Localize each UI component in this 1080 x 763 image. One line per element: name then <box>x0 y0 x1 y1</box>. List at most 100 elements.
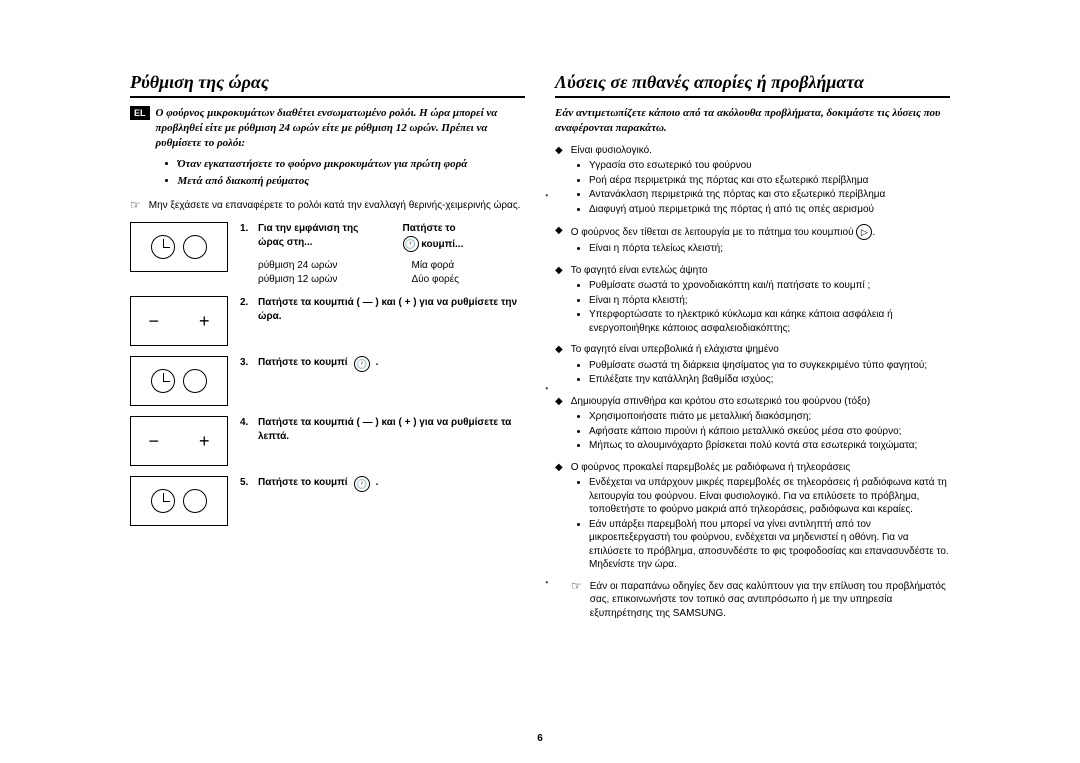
rule <box>130 96 525 98</box>
qa-sub: Αφήσατε κάποιο πιρούνι ή κάποιο μεταλλικ… <box>589 425 950 439</box>
qa-sub: Ενδέχεται να υπάρχουν μικρές παρεμβολές … <box>589 476 950 517</box>
step1-h2: Πατήστε το <box>403 222 526 236</box>
diamond-icon: ◆ <box>555 264 563 278</box>
knob-icon <box>183 489 207 513</box>
qa-subs: Χρησιμοποιήσατε πιάτο με μεταλλική διακό… <box>555 410 950 453</box>
qa-sub: Αντανάκλαση περιμετρικά της πόρτας και σ… <box>589 188 950 202</box>
step1-h1: Για την εμφάνιση της ώρας στη... <box>258 222 363 249</box>
diamond-icon: ◆ <box>555 461 563 475</box>
diamond-icon: ◆ <box>555 224 563 240</box>
note-text: Μην ξεχάσετε να επαναφέρετε το ρολόι κατ… <box>149 199 521 213</box>
qa-item: ◆ Το φαγητό είναι υπερβολικά ή ελάχιστα ψ… <box>555 343 950 357</box>
step4-body: Πατήστε τα κουμπιά ( — ) και ( + ) για ν… <box>258 416 525 443</box>
right-title: Λύσεις σε πιθανές απορίες ή προβλήματα <box>555 70 950 94</box>
knob-icon <box>183 235 207 259</box>
qa-sub: Ροή αέρα περιμετρικά της πόρτας και στο … <box>589 174 950 188</box>
page-number: 6 <box>537 732 543 746</box>
step3-text: 3.Πατήστε το κουμπί 🕐 . <box>240 356 525 376</box>
qa-sub: Διαφυγή ατμού περιμετρικά της πόρτας ή α… <box>589 203 950 217</box>
step1-text: 1. Για την εμφάνιση της ώρας στη... Πατή… <box>240 222 525 286</box>
qa-lead: Ο φούρνος προκαλεί παρεμβολές με ραδιόφω… <box>571 461 851 475</box>
left-column: Ρύθμιση της ώρας EL Ο φούρνος μικροκυμάτ… <box>130 70 525 620</box>
step-row: 3.Πατήστε το κουμπί 🕐 . <box>130 356 525 406</box>
qa-sub: Χρησιμοποιήσατε πιάτο με μεταλλική διακό… <box>589 410 950 424</box>
step-num: 5. <box>240 476 252 492</box>
step4-text: 4.Πατήστε τα κουμπιά ( — ) και ( + ) για… <box>240 416 525 447</box>
pointer-icon: ☞ <box>130 199 141 213</box>
right-body: ◆ Είναι φυσιολογικό. Υγρασία στο εσωτερικ… <box>555 144 950 621</box>
qa-sub: Είναι η πόρτα κλειστή; <box>589 294 950 308</box>
step-num: 4. <box>240 416 252 443</box>
diamond-icon: ◆ <box>555 395 563 409</box>
step-row: −+ 2.Πατήστε τα κουμπιά ( — ) και ( + ) … <box>130 296 525 346</box>
qa-lead: Είναι φυσιολογικό. <box>571 144 652 158</box>
plus-icon: + <box>199 309 210 333</box>
step-row: −+ 4.Πατήστε τα κουμπιά ( — ) και ( + ) … <box>130 416 525 466</box>
clock-small-icon: 🕐 <box>354 476 370 492</box>
qa-subs: Ενδέχεται να υπάρχουν μικρές παρεμβολές … <box>555 476 950 572</box>
step-num: 1. <box>240 222 252 249</box>
plus-icon: + <box>199 429 210 453</box>
right-intro: Εάν αντιμετωπίζετε κάποιο από τα ακόλουθ… <box>555 106 950 136</box>
rule <box>555 96 950 98</box>
step1-h2b: κουμπί... <box>421 239 463 250</box>
left-title: Ρύθμιση της ώρας <box>130 70 525 94</box>
qa-sub: Είναι η πόρτα τελείως κλειστή; <box>589 242 950 256</box>
qa-item: ◆ Δημιουργία σπινθήρα και κρότου στο εσωτ… <box>555 395 950 409</box>
lang-tag: EL <box>130 106 150 120</box>
final-note: ☞ Εάν οι παραπάνω οδηγίες δεν σας καλύπτ… <box>555 580 950 621</box>
bullet: Όταν εγκαταστήσετε το φούρνο μικροκυμάτω… <box>178 157 525 172</box>
diamond-icon: ◆ <box>555 144 563 158</box>
intro-row: EL Ο φούρνος μικροκυμάτων διαθέτει ενσωμ… <box>130 106 525 194</box>
clock-icon <box>151 489 175 513</box>
step-num: 2. <box>240 296 252 323</box>
qa-sub: Υγρασία στο εσωτερικό του φούρνου <box>589 159 950 173</box>
qa-sub: Ρυθμίσατε σωστά τη διάρκεια ψησίματος γι… <box>589 359 950 373</box>
panel-clock <box>130 476 228 526</box>
panel-plusminus: −+ <box>130 296 228 346</box>
diamond-icon: ◆ <box>555 343 563 357</box>
step-row: 5.Πατήστε το κουμπί 🕐 . <box>130 476 525 526</box>
left-bullets: Όταν εγκαταστήσετε το φούρνο μικροκυμάτω… <box>156 157 525 189</box>
minus-icon: − <box>148 429 159 453</box>
panel-clock <box>130 356 228 406</box>
final-text: Εάν οι παραπάνω οδηγίες δεν σας καλύπτου… <box>590 580 950 621</box>
clock-icon <box>151 235 175 259</box>
r2b: Δύο φορές <box>412 274 460 285</box>
qa-lead: Το φαγητό είναι υπερβολικά ή ελάχιστα ψη… <box>571 343 779 357</box>
page: Ρύθμιση της ώρας EL Ο φούρνος μικροκυμάτ… <box>130 70 950 620</box>
qa-sub: Ρυθμίσατε σωστά το χρονοδιακόπτη και/ή π… <box>589 279 950 293</box>
qa-subs: Είναι η πόρτα τελείως κλειστή; <box>555 242 950 256</box>
start-icon: ▷ <box>856 224 872 240</box>
clock-icon <box>151 369 175 393</box>
qa-lead: Δημιουργία σπινθήρα και κρότου στο εσωτε… <box>571 395 871 409</box>
panel-plusminus: −+ <box>130 416 228 466</box>
step-num: 3. <box>240 356 252 372</box>
qa-sub: Μήπως το αλουμινόχαρτο βρίσκεται πολύ κο… <box>589 439 950 453</box>
qa-item: ◆ Το φαγητό είναι εντελώς άψητο <box>555 264 950 278</box>
step2-text: 2.Πατήστε τα κουμπιά ( — ) και ( + ) για… <box>240 296 525 327</box>
qa-sub: Επιλέξατε την κατάλληλη βαθμίδα ισχύος; <box>589 373 950 387</box>
qa-sub: Υπερφορτώσατε το ηλεκτρικό κύκλωμα και κ… <box>589 308 950 335</box>
clock-small-icon: 🕐 <box>403 236 419 252</box>
step5-text: 5.Πατήστε το κουμπί 🕐 . <box>240 476 525 496</box>
right-column: ••• Λύσεις σε πιθανές απορίες ή προβλήμα… <box>555 70 950 620</box>
r1a: ρύθμιση 24 ωρών <box>258 260 337 271</box>
knob-icon <box>183 369 207 393</box>
qa-lead: Το φαγητό είναι εντελώς άψητο <box>571 264 708 278</box>
minus-icon: − <box>148 309 159 333</box>
step2-body: Πατήστε τα κουμπιά ( — ) και ( + ) για ν… <box>258 296 525 323</box>
r1b: Μία φορά <box>412 260 455 271</box>
left-intro: Ο φούρνος μικροκυμάτων διαθέτει ενσωματω… <box>156 106 525 151</box>
note-row: ☞ Μην ξεχάσετε να επαναφέρετε το ρολόι κ… <box>130 199 525 213</box>
qa-sub: Εάν υπάρξει παρεμβολή που μπορεί να γίνε… <box>589 518 950 572</box>
step-row: 1. Για την εμφάνιση της ώρας στη... Πατή… <box>130 222 525 286</box>
step5-body: Πατήστε το κουμπί <box>258 476 348 492</box>
pointer-icon: ☞ <box>571 580 582 621</box>
bullet: Μετά από διακοπή ρεύματος <box>178 174 525 189</box>
panel-clock <box>130 222 228 272</box>
qa-item: ◆ Είναι φυσιολογικό. <box>555 144 950 158</box>
qa-item: ◆ Ο φούρνος προκαλεί παρεμβολές με ραδιόφ… <box>555 461 950 475</box>
qa-subs: Ρυθμίσατε σωστά τη διάρκεια ψησίματος γι… <box>555 359 950 387</box>
fold-dots: ••• <box>545 190 549 590</box>
